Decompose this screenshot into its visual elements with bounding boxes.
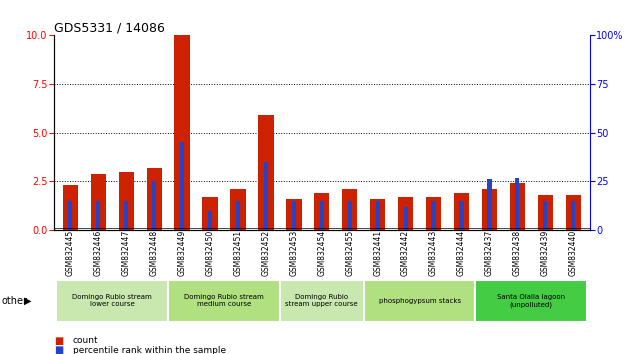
Bar	[571, 201, 575, 230]
Bar	[168, 280, 280, 322]
Bar	[426, 197, 441, 230]
Bar	[538, 195, 553, 230]
Text: GSM832438: GSM832438	[513, 230, 522, 276]
Bar	[180, 142, 184, 230]
Bar	[363, 280, 475, 322]
Bar	[487, 179, 492, 230]
Text: Domingo Rubio stream
lower course: Domingo Rubio stream lower course	[73, 295, 152, 307]
Text: Domingo Rubio
stream upper course: Domingo Rubio stream upper course	[285, 295, 358, 307]
Bar	[146, 168, 162, 230]
Text: GSM832447: GSM832447	[122, 230, 131, 276]
Bar	[565, 195, 581, 230]
Text: GSM832443: GSM832443	[429, 230, 438, 276]
Text: count: count	[73, 336, 98, 345]
Bar	[481, 189, 497, 230]
Text: ■: ■	[54, 346, 63, 354]
Text: GSM832446: GSM832446	[94, 230, 103, 276]
Bar	[370, 199, 386, 230]
Text: GSM832439: GSM832439	[541, 230, 550, 276]
Text: GSM832450: GSM832450	[206, 230, 215, 276]
Bar	[119, 172, 134, 230]
Text: ■: ■	[54, 336, 63, 346]
Text: GSM832452: GSM832452	[261, 230, 271, 276]
Bar	[475, 280, 587, 322]
Bar	[280, 280, 363, 322]
Text: GSM832448: GSM832448	[150, 230, 159, 276]
Bar	[56, 280, 168, 322]
Text: phosphogypsum stacks: phosphogypsum stacks	[379, 298, 461, 304]
Bar	[454, 193, 469, 230]
Text: GSM832437: GSM832437	[485, 230, 494, 276]
Text: GDS5331 / 14086: GDS5331 / 14086	[54, 21, 165, 34]
Bar	[62, 185, 78, 230]
Bar	[264, 162, 268, 230]
Text: GSM832444: GSM832444	[457, 230, 466, 276]
Bar	[510, 183, 525, 230]
Bar	[516, 178, 519, 230]
Bar	[203, 197, 218, 230]
Text: GSM832442: GSM832442	[401, 230, 410, 276]
Text: GSM832454: GSM832454	[317, 230, 326, 276]
Bar	[292, 201, 296, 230]
Bar	[97, 201, 100, 230]
Text: GSM832453: GSM832453	[290, 230, 298, 276]
Bar	[208, 211, 212, 230]
Bar	[348, 201, 352, 230]
Bar	[152, 181, 156, 230]
Text: ▶: ▶	[24, 296, 32, 306]
Text: Santa Olalla lagoon
(unpolluted): Santa Olalla lagoon (unpolluted)	[497, 294, 565, 308]
Bar	[286, 199, 302, 230]
Bar	[375, 201, 380, 230]
Text: Domingo Rubio stream
medium course: Domingo Rubio stream medium course	[184, 295, 264, 307]
Text: GSM832441: GSM832441	[373, 230, 382, 276]
Text: GSM832455: GSM832455	[345, 230, 354, 276]
Bar	[124, 201, 128, 230]
Text: GSM832449: GSM832449	[178, 230, 187, 276]
Bar	[543, 201, 547, 230]
Text: GSM832440: GSM832440	[569, 230, 578, 276]
Bar	[91, 174, 106, 230]
Bar	[320, 201, 324, 230]
Bar	[174, 35, 190, 230]
Bar	[258, 115, 274, 230]
Bar	[236, 201, 240, 230]
Text: other: other	[1, 296, 27, 306]
Bar	[403, 207, 408, 230]
Bar	[342, 189, 357, 230]
Text: percentile rank within the sample: percentile rank within the sample	[73, 346, 226, 354]
Bar	[432, 201, 435, 230]
Bar	[68, 201, 73, 230]
Bar	[398, 197, 413, 230]
Text: GSM832445: GSM832445	[66, 230, 75, 276]
Bar	[230, 189, 245, 230]
Bar	[459, 201, 464, 230]
Text: GSM832451: GSM832451	[233, 230, 242, 276]
Bar	[314, 193, 329, 230]
